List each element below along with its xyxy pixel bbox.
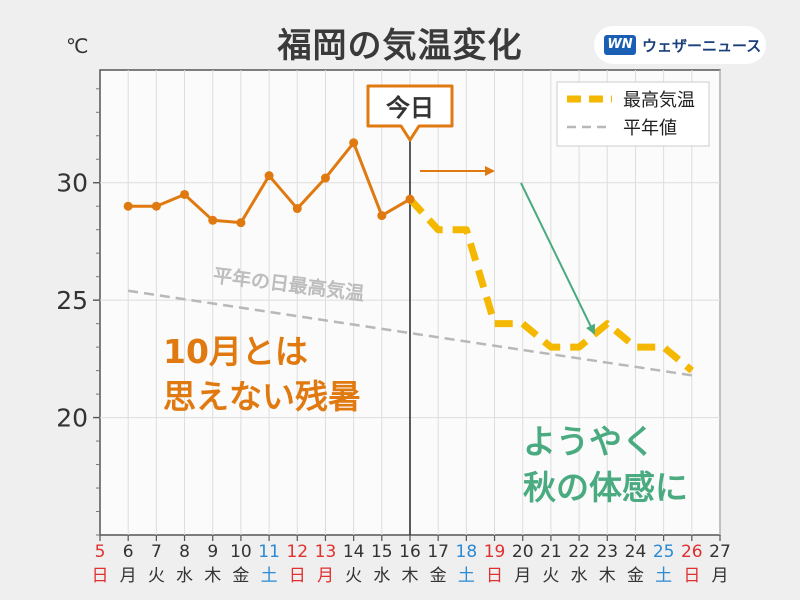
x-tick-label-date: 27 xyxy=(709,542,731,562)
y-tick-label: 20 xyxy=(56,404,88,433)
x-tick-label-weekday: 金 xyxy=(627,566,644,586)
y-axis-unit: ℃ xyxy=(66,34,89,58)
observed-point xyxy=(405,194,415,204)
observed-point xyxy=(180,189,190,199)
legend-label-normal: 平年値 xyxy=(623,118,677,139)
x-tick-label-date: 22 xyxy=(568,542,590,562)
x-tick-label-date: 26 xyxy=(681,542,703,562)
weathernews-logo-icon: WN xyxy=(604,35,636,55)
x-tick-label-weekday: 土 xyxy=(261,566,278,586)
x-tick-label-date: 9 xyxy=(207,542,218,562)
x-tick-label-weekday: 水 xyxy=(571,566,588,586)
x-tick-label-weekday: 木 xyxy=(204,566,221,586)
x-tick-label-date: 11 xyxy=(258,542,280,562)
observed-point xyxy=(292,204,302,214)
observed-point xyxy=(123,201,133,211)
x-tick-label-weekday: 日 xyxy=(289,566,306,586)
x-tick-label-weekday: 月 xyxy=(317,566,334,586)
forecast-temperature-line xyxy=(407,196,695,374)
today-marker: 今日 xyxy=(366,84,454,535)
x-tick-label-date: 12 xyxy=(286,542,308,562)
x-tick-label-weekday: 火 xyxy=(148,566,165,586)
chart-title: 福岡の気温変化 xyxy=(277,26,523,66)
today-callout: 今日 xyxy=(366,84,454,142)
x-tick-label-date: 18 xyxy=(456,542,478,562)
x-tick-label-weekday: 日 xyxy=(683,566,700,586)
right-annotation-line1: ようやく xyxy=(523,422,655,461)
x-tick-label-date: 20 xyxy=(512,542,534,562)
trend-arrow-down xyxy=(520,182,595,335)
x-tick-label-date: 16 xyxy=(399,542,421,562)
x-tick-label-weekday: 水 xyxy=(176,566,193,586)
x-tick-label-date: 5 xyxy=(95,542,106,562)
x-tick-label-date: 19 xyxy=(484,542,506,562)
forecast-series xyxy=(407,196,695,374)
x-tick-label-weekday: 土 xyxy=(655,566,672,586)
left-annotation-line2: 思えない残暑 xyxy=(163,377,361,416)
y-tick-label: 25 xyxy=(56,286,88,315)
x-tick-label-weekday: 日 xyxy=(486,566,503,586)
legend-label-max: 最高気温 xyxy=(623,90,695,111)
x-tick-label-date: 21 xyxy=(540,542,562,562)
legend-box xyxy=(556,81,710,147)
x-tick-label-weekday: 火 xyxy=(542,566,559,586)
x-tick-label-weekday: 火 xyxy=(345,566,362,586)
x-tick-label-weekday: 月 xyxy=(120,566,137,586)
left-annotation-line1: 10月とは xyxy=(163,332,308,371)
x-tick-label-date: 25 xyxy=(653,542,675,562)
x-tick-label-date: 17 xyxy=(427,542,449,562)
x-tick-label-date: 8 xyxy=(179,542,190,562)
observed-series xyxy=(123,138,415,228)
observed-point xyxy=(151,201,161,211)
x-tick-label-date: 24 xyxy=(625,542,647,562)
x-tick-label-date: 23 xyxy=(596,542,618,562)
brand-badge: WN ウェザーニュース xyxy=(594,26,766,64)
x-tick-label-date: 10 xyxy=(230,542,252,562)
brand-name: ウェザーニュース xyxy=(642,37,762,55)
x-tick-label-weekday: 木 xyxy=(402,566,419,586)
x-tick-label-weekday: 月 xyxy=(514,566,531,586)
observed-point xyxy=(320,173,330,183)
x-tick-label-date: 13 xyxy=(315,542,337,562)
right-annotation-line2: 秋の体感に xyxy=(523,468,688,507)
x-tick-label-date: 6 xyxy=(123,542,134,562)
x-tick-label-weekday: 金 xyxy=(232,566,249,586)
today-label: 今日 xyxy=(386,94,434,122)
observed-point xyxy=(349,138,359,148)
observed-point xyxy=(236,218,246,228)
observed-point xyxy=(377,211,387,221)
x-tick-label-weekday: 金 xyxy=(430,566,447,586)
axes: 5日6月7火8水9木10金11土12日13月14火15水16木17金18土19日… xyxy=(56,88,731,586)
x-tick-label-weekday: 月 xyxy=(712,566,729,586)
observed-point xyxy=(264,171,274,181)
observed-point xyxy=(208,215,218,225)
x-tick-label-weekday: 水 xyxy=(373,566,390,586)
x-tick-label-weekday: 日 xyxy=(92,566,109,586)
x-tick-label-date: 7 xyxy=(151,542,162,562)
x-tick-label-date: 14 xyxy=(343,542,365,562)
x-tick-label-weekday: 木 xyxy=(599,566,616,586)
x-tick-label-weekday: 土 xyxy=(458,566,475,586)
y-tick-label: 30 xyxy=(56,169,88,198)
x-tick-label-date: 15 xyxy=(371,542,393,562)
today-callout-box xyxy=(366,84,454,142)
